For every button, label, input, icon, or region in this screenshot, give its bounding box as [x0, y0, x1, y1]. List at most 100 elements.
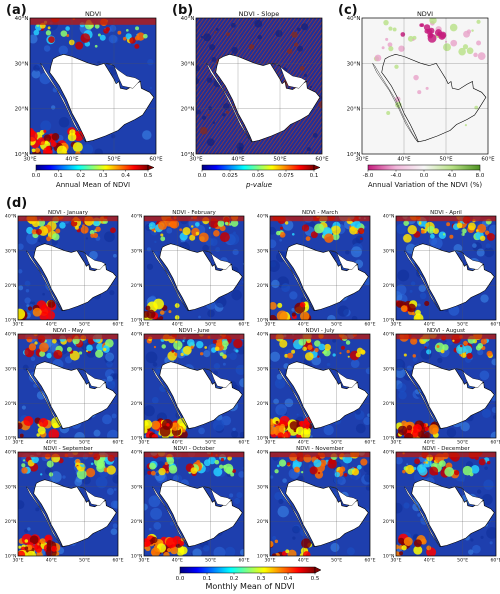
month-map-xtick: 60°E [238, 558, 249, 564]
month-map-ytick: 40°N [257, 332, 269, 338]
month-title: NDVI - April [430, 210, 462, 216]
colorbar-d-tick: 0.0 [176, 576, 185, 582]
map-c-ytick: 40°N [347, 16, 361, 22]
month-map-ytick: 20°N [257, 283, 269, 289]
month-map-ytick: 20°N [131, 519, 143, 525]
month-map-ytick: 30°N [383, 366, 395, 372]
month-map-xtick: 50°E [205, 558, 216, 564]
red-sea [26, 368, 63, 430]
month-title: NDVI - November [296, 446, 344, 452]
map-m6 [143, 333, 245, 439]
month-map-ytick: 40°N [131, 214, 143, 220]
month-map-xtick: 30°E [264, 558, 275, 564]
map-background [362, 18, 488, 154]
map-frame [17, 451, 119, 557]
month-map-xtick: 30°E [264, 440, 275, 446]
red-sea [26, 486, 63, 548]
peninsula-land [285, 479, 369, 547]
map-m1 [17, 215, 119, 321]
colorbar-d-tick: 0.3 [257, 576, 266, 582]
map-frame [395, 215, 497, 321]
month-map-xtick: 30°E [12, 322, 23, 328]
month-map-xtick: 40°E [424, 322, 435, 328]
month-map-ytick: 10°N [257, 318, 269, 324]
peninsula-land [159, 361, 243, 429]
month-map-ytick: 10°N [257, 436, 269, 442]
month-map-ytick: 30°N [257, 366, 269, 372]
map-m11 [269, 451, 371, 557]
colorbar-a-tick: 0.4 [121, 173, 130, 179]
peninsula-land [285, 361, 369, 429]
peninsula-land [33, 243, 117, 311]
map-b-xtick: 50°E [273, 157, 287, 163]
red-sea [372, 63, 419, 143]
map-b [195, 17, 323, 155]
month-map-ytick: 20°N [131, 283, 143, 289]
month-map-ytick: 30°N [257, 484, 269, 490]
month-title: NDVI - July [305, 328, 335, 334]
month-map-ytick: 30°N [131, 366, 143, 372]
map-c-xtick: 30°E [355, 157, 369, 163]
map-a-xtick: 40°E [65, 157, 79, 163]
red-sea [206, 63, 253, 143]
colorbar-b-tick: 0.05 [252, 173, 265, 179]
map-frame [17, 215, 119, 321]
month-map-ytick: 30°N [131, 484, 143, 490]
month-map-xtick: 60°E [490, 558, 500, 564]
map-frame [395, 451, 497, 557]
month-map-xtick: 60°E [112, 440, 123, 446]
month-map-ytick: 20°N [383, 519, 395, 525]
map-a-ytick: 10°N [15, 152, 29, 158]
map-a [29, 17, 157, 155]
red-sea [278, 250, 315, 312]
colorbar-label-d: Monthly Mean of NDVI [205, 582, 295, 591]
month-map-xtick: 40°E [298, 440, 309, 446]
month-map-ytick: 10°N [5, 436, 17, 442]
peninsula-land [285, 243, 369, 311]
map-m3 [269, 215, 371, 321]
map-frame [269, 215, 371, 321]
month-map-ytick: 20°N [5, 519, 17, 525]
map-a-xtick: 60°E [149, 157, 163, 163]
colorbar-a-tick: 0.1 [54, 173, 63, 179]
map-b-ytick: 10°N [181, 152, 195, 158]
month-title: NDVI - February [172, 210, 216, 216]
month-map-xtick: 50°E [79, 322, 90, 328]
red-sea [152, 250, 189, 312]
map-b-ytick: 30°N [181, 61, 195, 67]
map-c-ytick: 20°N [347, 107, 361, 113]
month-map-ytick: 40°N [5, 450, 17, 456]
panel-letter-a: (a) [6, 3, 27, 18]
red-sea [40, 63, 87, 143]
colorbar-b-tick: 0.0 [198, 173, 207, 179]
month-title: NDVI - September [43, 446, 93, 452]
month-map-ytick: 10°N [383, 436, 395, 442]
map-frame [195, 17, 323, 155]
map-c-xtick: 60°E [481, 157, 495, 163]
colorbar-b-tick: 0.025 [222, 173, 238, 179]
map-frame [143, 451, 245, 557]
month-map-ytick: 10°N [383, 554, 395, 560]
colorbar-d-extend [314, 566, 322, 574]
month-map-ytick: 30°N [5, 248, 17, 254]
month-map-xtick: 40°E [46, 322, 57, 328]
map-m7 [269, 333, 371, 439]
peninsula-land [159, 243, 243, 311]
month-title: NDVI - May [53, 328, 84, 334]
month-map-ytick: 20°N [383, 283, 395, 289]
month-map-xtick: 30°E [138, 558, 149, 564]
map-frame [29, 17, 157, 155]
red-sea [404, 486, 441, 548]
persian-gulf [203, 250, 232, 270]
month-map-ytick: 30°N [5, 484, 17, 490]
persian-gulf [77, 250, 106, 270]
month-map-ytick: 20°N [383, 401, 395, 407]
month-map-ytick: 40°N [131, 332, 143, 338]
month-map-ytick: 40°N [5, 332, 17, 338]
map-frame [269, 333, 371, 439]
map-a-ytick: 40°N [15, 16, 29, 22]
month-map-ytick: 20°N [257, 519, 269, 525]
month-map-ytick: 10°N [5, 318, 17, 324]
colorbar-c-tick: 0.0 [420, 173, 429, 179]
month-map-xtick: 60°E [364, 558, 375, 564]
